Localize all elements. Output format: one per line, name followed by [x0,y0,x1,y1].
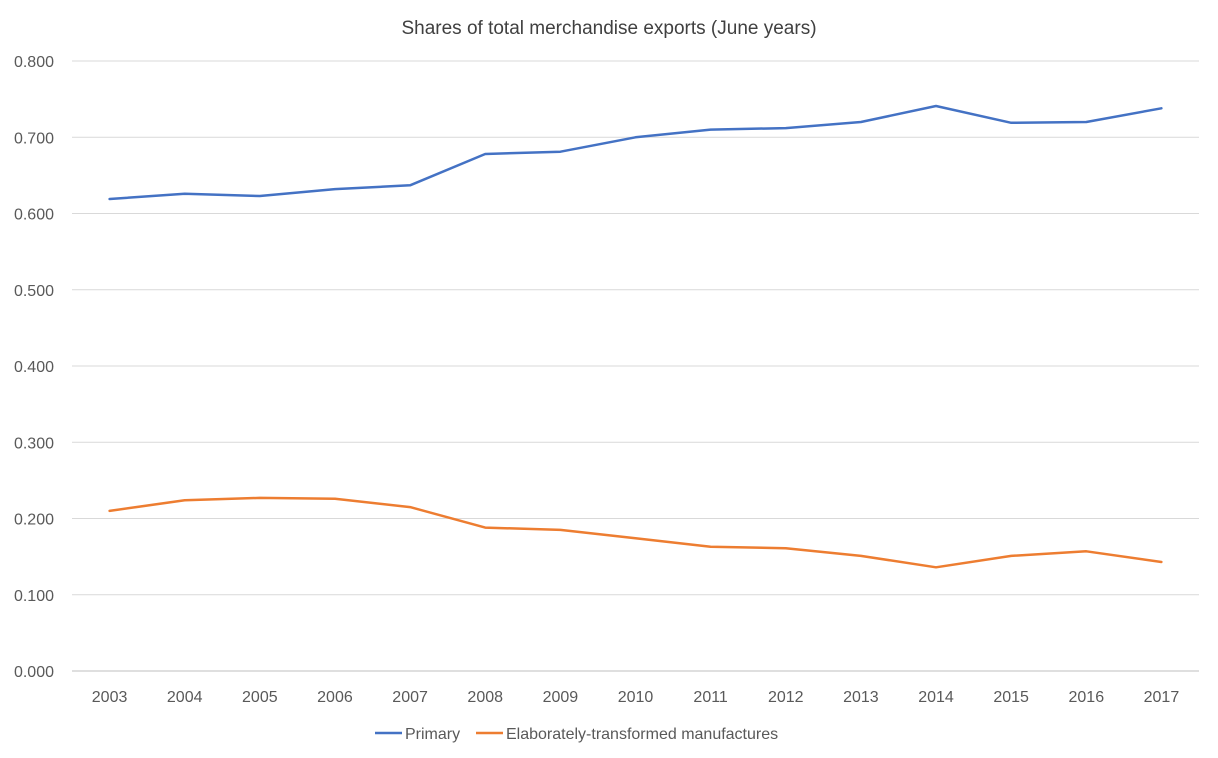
x-tick-label: 2008 [467,689,503,706]
x-tick-label: 2013 [843,689,879,706]
series-line-etm [108,496,1163,569]
x-tick-label: 2017 [1144,689,1180,706]
x-tick-label: 2016 [1069,689,1105,706]
x-tick-label: 2014 [918,689,954,706]
legend-item: Elaborately-transformed manufactures [476,726,778,743]
y-tick-label: 0.500 [14,283,54,300]
y-tick-label: 0.700 [14,130,54,147]
y-tick-label: 0.400 [14,359,54,376]
x-tick-label: 2003 [92,689,128,706]
x-tick-label: 2006 [317,689,353,706]
y-tick-label: 0.200 [14,512,54,529]
x-tick-label: 2009 [543,689,579,706]
x-tick-label: 2011 [693,689,728,706]
x-tick-label: 2015 [993,689,1029,706]
legend-item: Primary [375,726,460,743]
series-line-primary [108,104,1163,201]
chart-title: Shares of total merchandise exports (Jun… [401,18,816,39]
y-tick-label: 0.000 [14,664,54,681]
x-tick-label: 2007 [392,689,428,706]
y-tick-label: 0.800 [14,54,54,71]
y-tick-label: 0.100 [14,588,54,605]
y-tick-label: 0.600 [14,207,54,224]
legend-label: Elaborately-transformed manufactures [506,726,778,743]
legend-label: Primary [405,726,460,743]
x-tick-label: 2010 [618,689,654,706]
x-tick-label: 2004 [167,689,203,706]
x-tick-label: 2005 [242,689,278,706]
x-tick-label: 2012 [768,689,804,706]
y-tick-label: 0.300 [14,435,54,452]
